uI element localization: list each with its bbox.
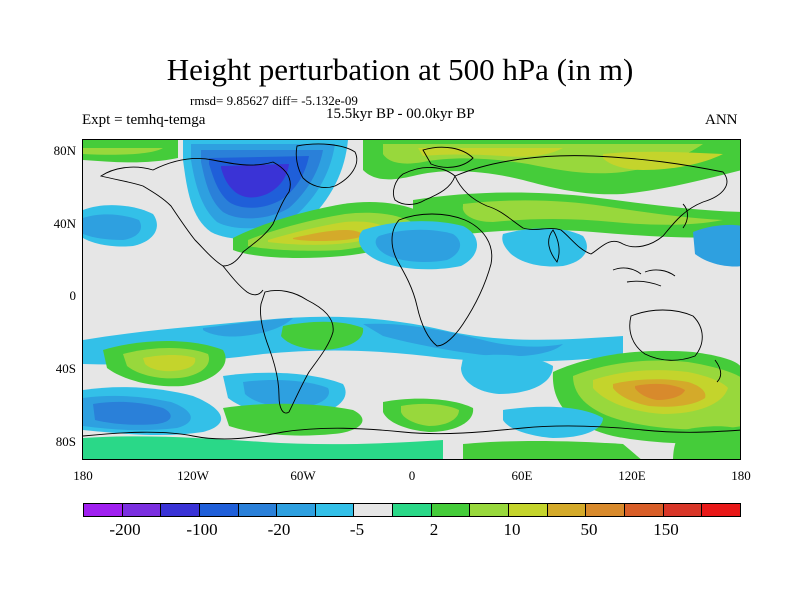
colorbar-label: -5 bbox=[349, 520, 365, 539]
contour-fills bbox=[83, 140, 740, 459]
lat-tick-label: 80N bbox=[53, 143, 76, 158]
lat-tick-label: 0 bbox=[69, 288, 77, 303]
lon-tick-label: 120W bbox=[177, 468, 209, 483]
colorbar-box bbox=[122, 504, 162, 516]
stats-label: rmsd= 9.85627 diff= -5.132e-09 bbox=[190, 93, 358, 108]
plot-title: Height perturbation at 500 hPa (in m) bbox=[166, 52, 634, 87]
colorbar-box bbox=[624, 504, 664, 516]
colorbar-box bbox=[470, 504, 510, 516]
contour-map bbox=[83, 140, 740, 459]
colorbar-box bbox=[702, 504, 740, 516]
colorbar-box bbox=[199, 504, 239, 516]
lon-tick-label: 180 bbox=[731, 468, 751, 483]
colorbar-box bbox=[354, 504, 394, 516]
colorbar-box bbox=[586, 504, 625, 516]
colorbar-label: 2 bbox=[429, 520, 439, 539]
lon-tick-label: 0 bbox=[408, 468, 416, 483]
lat-tick-label: 80S bbox=[55, 434, 76, 449]
colorbar bbox=[83, 503, 741, 517]
lon-tick-label: 180 bbox=[73, 468, 93, 483]
colorbar-box bbox=[161, 504, 200, 516]
colorbar-box bbox=[238, 504, 278, 516]
lon-tick-label: 60W bbox=[290, 468, 316, 483]
colorbar-label: 50 bbox=[580, 520, 598, 539]
lat-tick-label: 40S bbox=[55, 361, 76, 376]
colorbar-label: 150 bbox=[653, 520, 679, 539]
experiment-label: Expt = temhq-temga bbox=[82, 112, 206, 128]
colorbar-box bbox=[315, 504, 355, 516]
colorbar-box bbox=[393, 504, 432, 516]
colorbar-label: -100 bbox=[186, 520, 218, 539]
colorbar-label: -20 bbox=[267, 520, 291, 539]
colorbar-label: 10 bbox=[503, 520, 521, 539]
colorbar-box bbox=[277, 504, 316, 516]
colorbar-box bbox=[431, 504, 471, 516]
colorbar-label: -200 bbox=[109, 520, 141, 539]
coastlines bbox=[83, 143, 740, 440]
colorbar-box bbox=[663, 504, 703, 516]
lat-tick-label: 40N bbox=[53, 216, 76, 231]
colorbar-box bbox=[547, 504, 587, 516]
map-panel bbox=[82, 139, 741, 460]
season-label: ANN bbox=[705, 112, 738, 128]
lon-tick-label: 60E bbox=[511, 468, 533, 483]
lon-tick-label: 120E bbox=[618, 468, 646, 483]
colorbar-box bbox=[509, 504, 548, 516]
colorbar-box bbox=[84, 504, 123, 516]
period-label: 15.5kyr BP - 00.0kyr BP bbox=[326, 106, 475, 122]
